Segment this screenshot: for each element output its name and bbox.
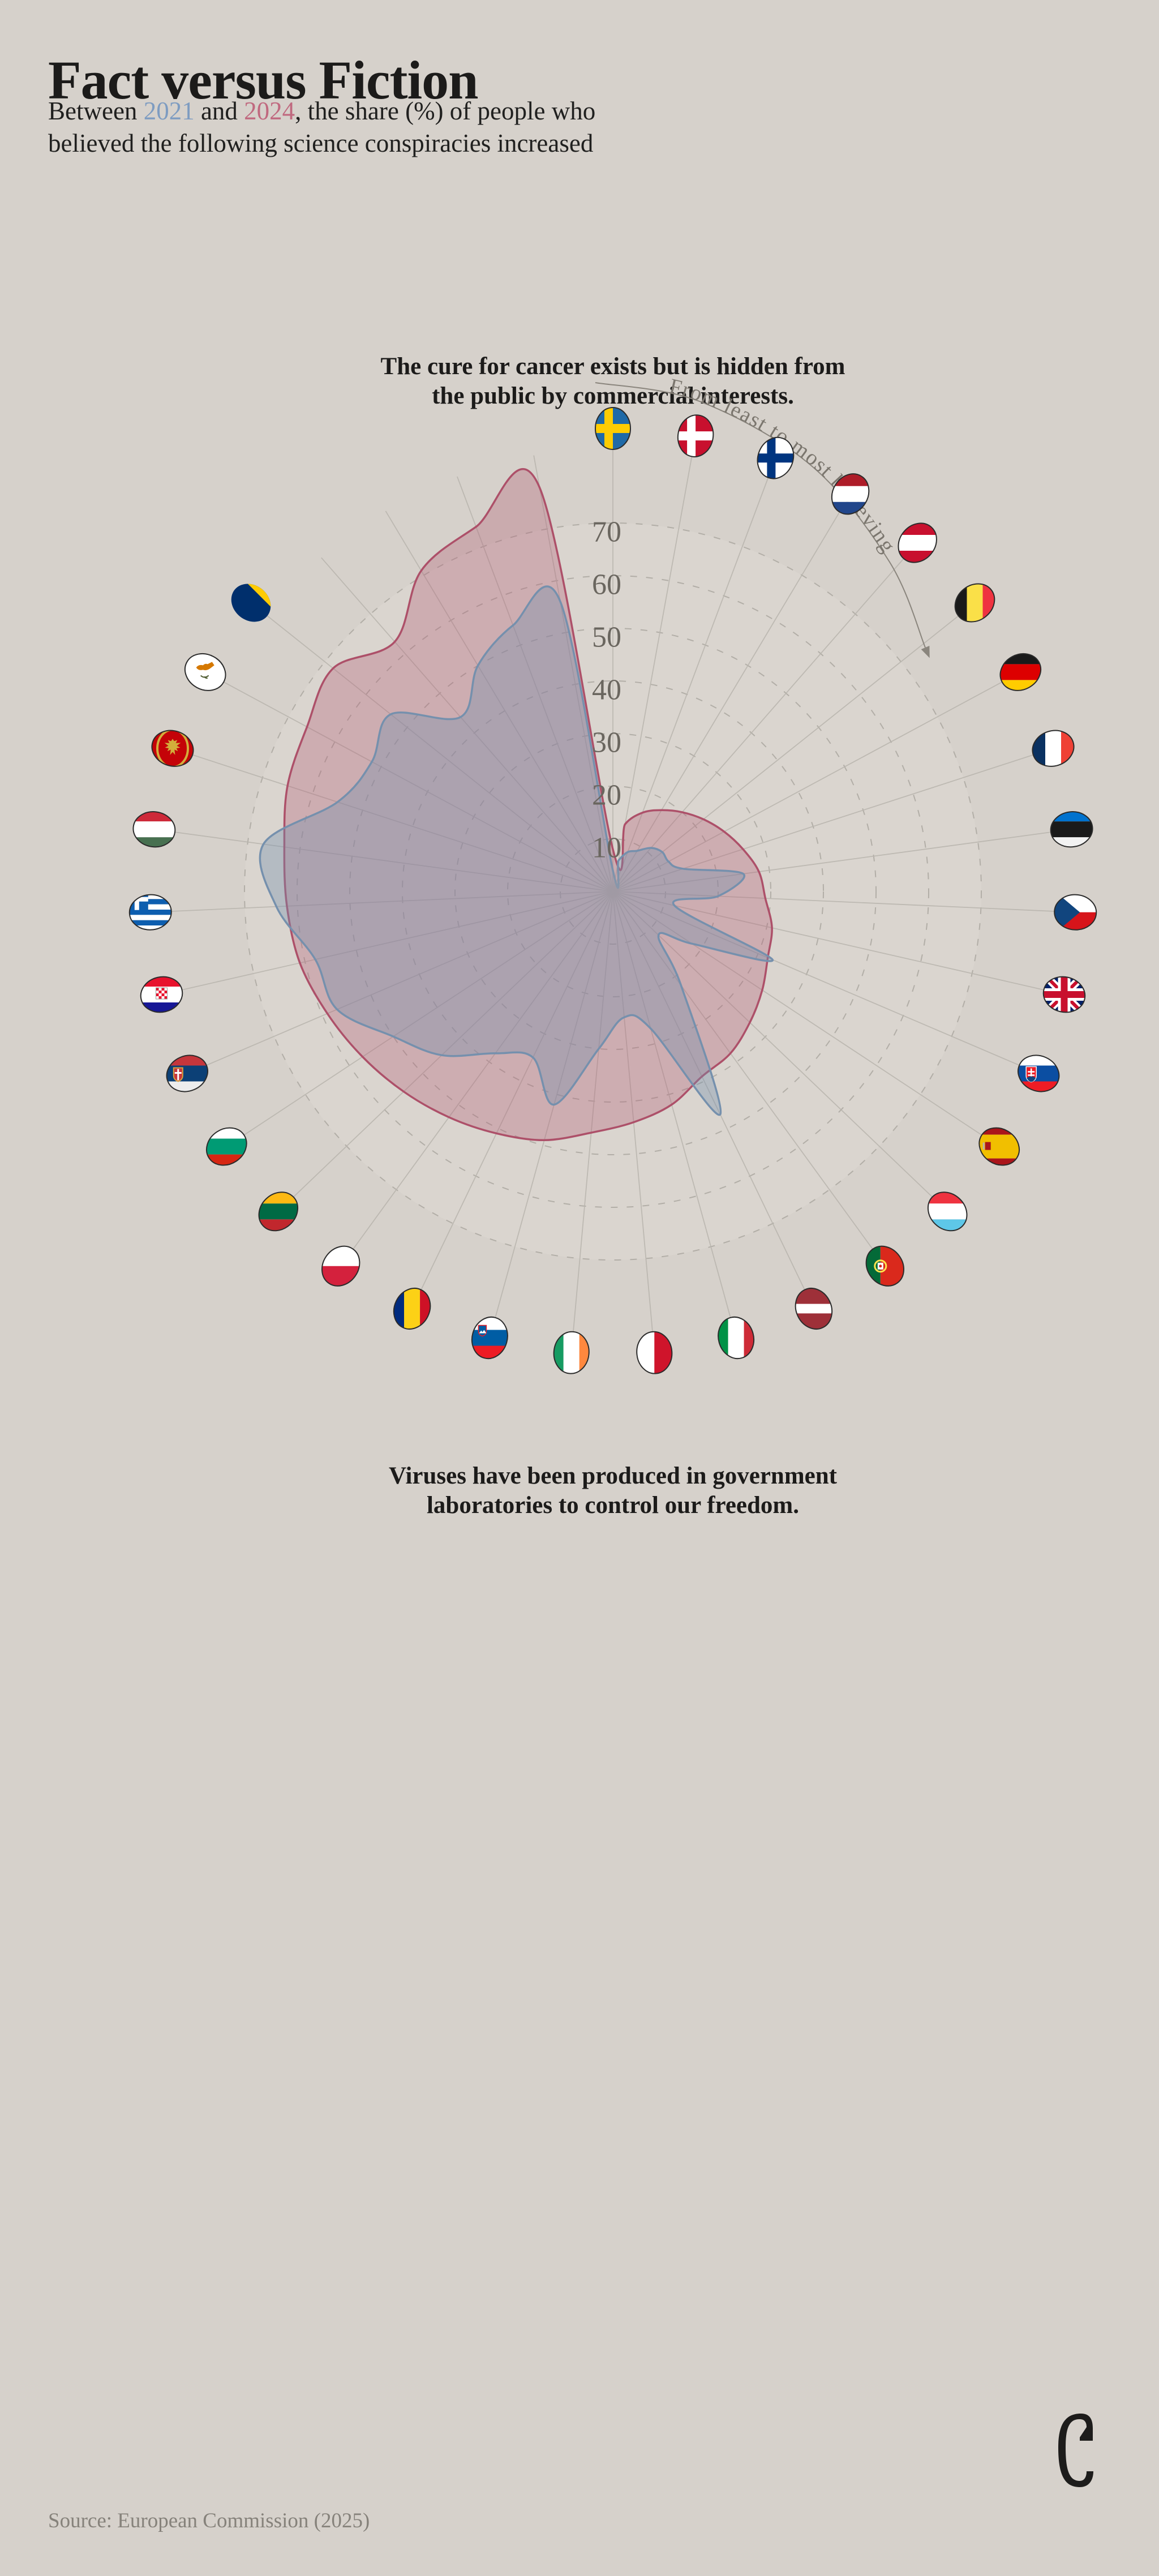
series-area-2021 — [259, 585, 774, 1116]
flag-lithuania: Lithuania — [254, 1188, 302, 1236]
flag-uk: United Kingdom — [1040, 972, 1089, 1017]
svg-text:20: 20 — [592, 779, 621, 812]
flag-malta: Malta — [635, 1330, 674, 1375]
svg-text:40: 40 — [592, 674, 621, 706]
flag-poland: Poland — [317, 1242, 365, 1290]
series-area-2024 — [283, 468, 773, 1142]
arc-arrowhead — [921, 645, 930, 658]
flag-latvia: Latvia — [789, 1285, 838, 1332]
svg-text:70: 70 — [592, 516, 621, 548]
svg-text:60: 60 — [592, 569, 621, 601]
flag-slovenia: Slovenia — [467, 1314, 513, 1362]
flag-hungary: Hungary — [131, 809, 178, 850]
flag-france: France — [1029, 725, 1077, 772]
subtitle-line2: believed the following science conspirac… — [48, 128, 594, 157]
flag-serbia: Serbia — [163, 1049, 211, 1098]
svg-text:30: 30 — [592, 727, 621, 759]
subtitle-part3: , the share (%) of people who — [295, 97, 596, 125]
subtitle-part1: Between — [48, 97, 144, 125]
flag-ireland: Ireland — [552, 1330, 591, 1375]
flag-bosnia — [227, 579, 275, 627]
flag-slovakia: Slovakia — [1015, 1049, 1063, 1098]
flag-estonia: Estonia — [1048, 809, 1095, 850]
flag-montenegro: Montenegro — [149, 725, 196, 772]
flag-denmark: Denmark — [674, 412, 717, 460]
subtitle-part2: and — [194, 97, 244, 125]
flag-luxembourg: Luxembourg — [924, 1188, 972, 1236]
flag-italy: Italy — [713, 1314, 759, 1362]
grid-spokes — [170, 448, 1056, 1333]
year-2024: 2024 — [244, 97, 295, 125]
flag-portugal: Portugal — [861, 1242, 909, 1290]
source-note: Source: European Commission (2025) — [48, 2509, 370, 2532]
flag-greece: Greece — [128, 894, 173, 931]
flag-belgium: Belgium — [951, 579, 999, 627]
arc-annotation-line — [595, 382, 926, 648]
year-2021: 2021 — [143, 97, 195, 125]
chart2-radar — [0, 1474, 1159, 2576]
flag-sweden: Sweden — [595, 407, 631, 450]
logo-c-mark — [1058, 2414, 1093, 2487]
axis-tick-labels: 10 20 30 40 50 60 70 — [592, 516, 621, 864]
page-subtitle: Between 2021 and 2024, the share (%) of … — [48, 95, 931, 159]
flag-spain: Spain — [975, 1122, 1023, 1171]
flag-germany: Germany — [997, 648, 1045, 696]
center-blob — [586, 864, 640, 919]
grid-rings — [244, 522, 982, 1261]
chart1-title: The cure for cancer exists but is hidden… — [380, 353, 845, 410]
flag-romania: Romania — [388, 1285, 436, 1332]
flag-bulgaria: Bulgaria — [203, 1122, 251, 1171]
flag-cyprus: Cyprus — [181, 648, 229, 696]
svg-text:10: 10 — [592, 832, 621, 864]
svg-text:50: 50 — [592, 622, 621, 654]
flag-austria: Austria — [894, 519, 942, 567]
chart2-title: Viruses have been produced in government… — [389, 1463, 837, 1519]
flag-croatia: Croatia — [138, 972, 186, 1017]
page-title: Fact versus Fiction — [48, 50, 478, 111]
flag-czechia: Czechia — [1053, 894, 1097, 931]
publisher-logo — [1058, 2414, 1093, 2487]
